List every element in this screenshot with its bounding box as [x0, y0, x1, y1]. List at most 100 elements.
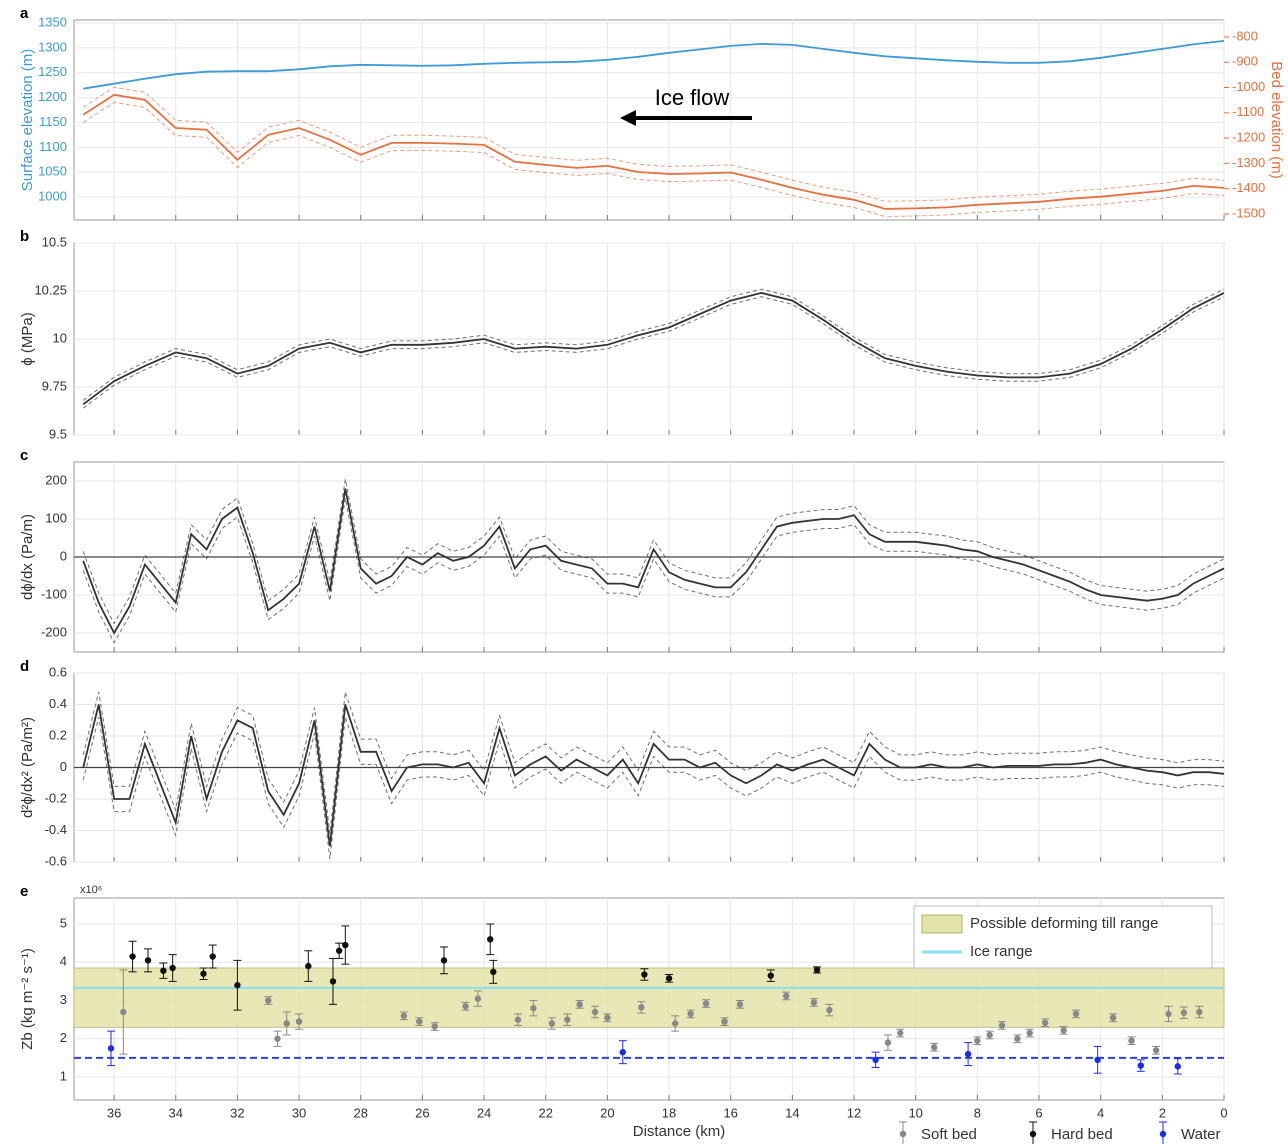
- data-point: [514, 1016, 522, 1023]
- x-tick-label: 16: [723, 1105, 737, 1120]
- y-tick-label: 0: [60, 759, 67, 774]
- y-tick-label: 1300: [38, 39, 67, 54]
- data-point: [1152, 1047, 1160, 1054]
- y-axis-label: Zb (kg m⁻² s⁻¹): [19, 948, 36, 1050]
- y-tick-label: 2: [60, 1030, 67, 1045]
- y-tick-label: -0.2: [45, 790, 67, 805]
- data-point: [342, 941, 349, 949]
- data-point: [474, 995, 482, 1002]
- data-point: [604, 1014, 611, 1021]
- data-point: [234, 982, 241, 989]
- data-point: [672, 1020, 679, 1027]
- data-point: [283, 1020, 290, 1027]
- legend-label: Water: [1181, 1126, 1220, 1143]
- y2-tick-label: -1100: [1232, 104, 1264, 119]
- data-point: [782, 992, 790, 1000]
- data-point: [400, 1012, 408, 1020]
- data-point: [641, 971, 648, 978]
- y-tick-label: 3: [60, 992, 67, 1007]
- x-tick-label: 6: [1035, 1105, 1042, 1120]
- data-point: [1026, 1029, 1033, 1037]
- data-point: [1094, 1056, 1101, 1064]
- uncertainty-line: [82, 296, 1225, 409]
- x-tick-label: 0: [1220, 1105, 1227, 1120]
- data-point: [107, 1045, 115, 1052]
- x-axis-label: Distance (km): [633, 1123, 726, 1140]
- data-point: [462, 1003, 469, 1010]
- uncertainty-line: [82, 716, 1225, 859]
- data-point: [591, 1008, 599, 1016]
- x-tick-label: 36: [107, 1105, 121, 1120]
- data-point: [1165, 1010, 1172, 1018]
- x-tick-label: 4: [1097, 1105, 1104, 1120]
- data-point: [964, 1050, 972, 1058]
- data-point: [736, 1001, 744, 1008]
- legend-marker: [899, 1130, 907, 1138]
- legend-marker: [1029, 1130, 1037, 1138]
- data-point: [295, 1018, 303, 1025]
- panel-letter: a: [20, 5, 29, 22]
- legend-swatch: [921, 914, 963, 934]
- y-tick-label: 9.75: [42, 378, 67, 393]
- y2-tick-label: -1500: [1232, 205, 1265, 220]
- data-point: [767, 972, 774, 979]
- y2-tick-label: -1200: [1232, 130, 1265, 145]
- data-point: [305, 962, 312, 970]
- x-tick-label: 20: [600, 1105, 614, 1120]
- annotation: Ice flow: [655, 85, 730, 110]
- legend-box: [913, 905, 1213, 969]
- data-point: [530, 1004, 537, 1012]
- data-point: [120, 1008, 127, 1016]
- arrow-head: [620, 110, 636, 126]
- multiplier: x10⁶: [80, 884, 102, 896]
- data-point: [335, 947, 343, 954]
- y-tick-label: 1: [60, 1068, 67, 1083]
- data-point: [687, 1010, 694, 1018]
- data-point: [416, 1018, 423, 1025]
- legend-label: Hard bed: [1051, 1126, 1113, 1143]
- data-line: [82, 291, 1225, 406]
- legend-label: Ice range: [970, 943, 1033, 960]
- x-tick-label: 14: [785, 1105, 799, 1120]
- data-point: [826, 1006, 833, 1014]
- y-tick-label: 1350: [38, 14, 67, 29]
- y-tick-label: 10: [53, 330, 67, 345]
- data-point: [813, 966, 821, 974]
- legend-label: Possible deforming till range: [970, 915, 1158, 932]
- y-axis-label: ϕ (MPa): [19, 312, 36, 365]
- data-point: [810, 999, 818, 1006]
- y-tick-label: 1100: [39, 139, 67, 154]
- data-point: [129, 953, 136, 960]
- data-point: [274, 1035, 281, 1042]
- y-tick-label: -200: [41, 624, 67, 639]
- y-tick-label: 0: [60, 548, 67, 563]
- panel-letter: d: [20, 658, 29, 675]
- data-point: [1196, 1008, 1203, 1016]
- data-point: [1072, 1010, 1080, 1018]
- data-point: [1174, 1063, 1181, 1070]
- data-line: [82, 93, 1225, 210]
- data-point: [548, 1020, 556, 1027]
- data-point: [144, 957, 152, 964]
- data-point: [872, 1056, 879, 1064]
- x-tick-label: 8: [974, 1105, 981, 1120]
- y-tick-label: 10.5: [42, 234, 67, 249]
- data-point: [487, 936, 494, 943]
- y-axis-label: dϕ/dx (Pa/m): [19, 514, 36, 600]
- y2-tick-label: -1400: [1232, 180, 1265, 195]
- data-point: [1128, 1037, 1135, 1044]
- y-tick-label: 200: [45, 472, 67, 487]
- y2-axis-label: Bed elevation (m): [1268, 61, 1285, 179]
- y-tick-label: 5: [60, 915, 67, 930]
- y-tick-label: 1250: [38, 64, 67, 79]
- x-tick-label: 26: [415, 1105, 429, 1120]
- y-tick-label: 9.5: [49, 426, 67, 441]
- legend-marker: [1159, 1130, 1167, 1138]
- data-point: [665, 975, 673, 982]
- data-point: [702, 1000, 710, 1007]
- data-point: [1014, 1035, 1021, 1042]
- y-tick-label: 1200: [38, 89, 67, 104]
- data-point: [329, 978, 337, 985]
- y-tick-label: 0.4: [49, 696, 67, 711]
- y-tick-label: 1000: [38, 189, 67, 204]
